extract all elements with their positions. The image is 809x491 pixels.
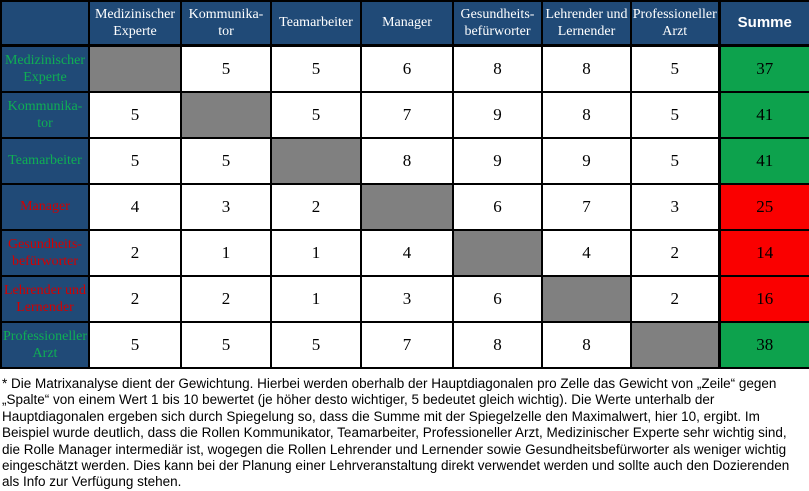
table-row: Kommunika- tor 5 5 7 9 8 5 41	[0, 91, 809, 139]
matrix-cell: 7	[360, 91, 454, 139]
matrix-cell: 5	[270, 321, 362, 369]
matrix-cell: 8	[541, 91, 632, 139]
row-header: Manager	[0, 183, 90, 231]
sum-cell: 41	[717, 91, 809, 139]
matrix-cell: 1	[180, 229, 272, 277]
matrix-cell: 8	[360, 137, 454, 185]
matrix-cell: 5	[270, 44, 362, 93]
sum-cell: 14	[717, 229, 809, 277]
column-header: Kommunika- tor	[180, 0, 272, 47]
matrix-cell: 2	[630, 275, 720, 323]
matrix-cell: 3	[360, 275, 454, 323]
matrix-cell: 5	[180, 44, 272, 93]
sum-cell: 25	[717, 183, 809, 231]
column-header: Medizinischer Experte	[88, 0, 182, 47]
row-header: Medizinischer Experte	[0, 44, 90, 93]
sum-cell: 38	[717, 321, 809, 369]
matrix-cell: 6	[360, 44, 454, 93]
matrix-cell: 6	[452, 183, 543, 231]
matrix-cell: 7	[360, 321, 454, 369]
matrix-cell: 1	[270, 275, 362, 323]
row-header: Gesundheits- befürworter	[0, 229, 90, 277]
diagonal-cell	[270, 137, 362, 185]
matrix-cell: 8	[541, 44, 632, 93]
matrix-cell: 5	[270, 91, 362, 139]
matrix-cell: 4	[88, 183, 182, 231]
matrix-cell: 9	[541, 137, 632, 185]
row-header: Kommunika- tor	[0, 91, 90, 139]
sum-column-header: Summe	[717, 0, 809, 47]
matrix-cell: 5	[630, 44, 720, 93]
header-row: Medizinischer Experte Kommunika- tor Teama…	[0, 0, 809, 47]
matrix-cell: 9	[452, 91, 543, 139]
weighting-matrix: Medizinischer Experte Kommunika- tor Teama…	[0, 0, 809, 369]
matrix-cell: 7	[541, 183, 632, 231]
matrix-cell: 2	[88, 229, 182, 277]
matrix-cell: 3	[180, 183, 272, 231]
row-header: Lehrender und Lernender	[0, 275, 90, 323]
matrix-cell: 9	[452, 137, 543, 185]
diagonal-cell	[180, 91, 272, 139]
matrix-cell: 5	[88, 91, 182, 139]
matrix-cell: 2	[630, 229, 720, 277]
matrix-cell: 4	[360, 229, 454, 277]
diagonal-cell	[452, 229, 543, 277]
matrix-cell: 5	[630, 91, 720, 139]
matrix-cell: 8	[541, 321, 632, 369]
footnote: * Die Matrixanalyse dient der Gewichtung…	[2, 376, 790, 490]
matrix-cell: 6	[452, 275, 543, 323]
diagonal-cell	[541, 275, 632, 323]
table-row: Teamarbeiter 5 5 8 9 9 5 41	[0, 137, 809, 185]
column-header: Gesundheits- befürworter	[452, 0, 543, 47]
column-header: Lehrender und Lernender	[541, 0, 632, 47]
matrix-cell: 2	[180, 275, 272, 323]
table-row: Medizinischer Experte 5 5 6 8 8 5 37	[0, 44, 809, 93]
column-header: Teamarbeiter	[270, 0, 362, 47]
column-header: Manager	[360, 0, 454, 47]
matrix-cell: 3	[630, 183, 720, 231]
sum-cell: 41	[717, 137, 809, 185]
matrix-cell: 2	[88, 275, 182, 323]
corner-cell	[0, 0, 90, 47]
matrix-cell: 5	[88, 321, 182, 369]
sum-cell: 37	[717, 44, 809, 93]
matrix-cell: 2	[270, 183, 362, 231]
diagonal-cell	[630, 321, 720, 369]
table-row: Gesundheits- befürworter 2 1 1 4 4 2 14	[0, 229, 809, 277]
matrix-cell: 8	[452, 44, 543, 93]
matrix-cell: 1	[270, 229, 362, 277]
matrix-cell: 5	[180, 137, 272, 185]
diagonal-cell	[88, 44, 182, 93]
row-header: Professioneller Arzt	[0, 321, 90, 369]
sum-cell: 16	[717, 275, 809, 323]
matrix-cell: 8	[452, 321, 543, 369]
table-row: Lehrender und Lernender 2 2 1 3 6 2 16	[0, 275, 809, 323]
table-row: Professioneller Arzt 5 5 5 7 8 8 38	[0, 321, 809, 369]
matrix-body: Medizinischer Experte 5 5 6 8 8 5 37 Kommunika- …	[0, 44, 809, 369]
matrix-cell: 5	[180, 321, 272, 369]
diagonal-cell	[360, 183, 454, 231]
matrix-cell: 4	[541, 229, 632, 277]
table-row: Manager 4 3 2 6 7 3 25	[0, 183, 809, 231]
row-header: Teamarbeiter	[0, 137, 90, 185]
matrix-cell: 5	[630, 137, 720, 185]
matrix-cell: 5	[88, 137, 182, 185]
column-header: Professioneller Arzt	[630, 0, 720, 47]
